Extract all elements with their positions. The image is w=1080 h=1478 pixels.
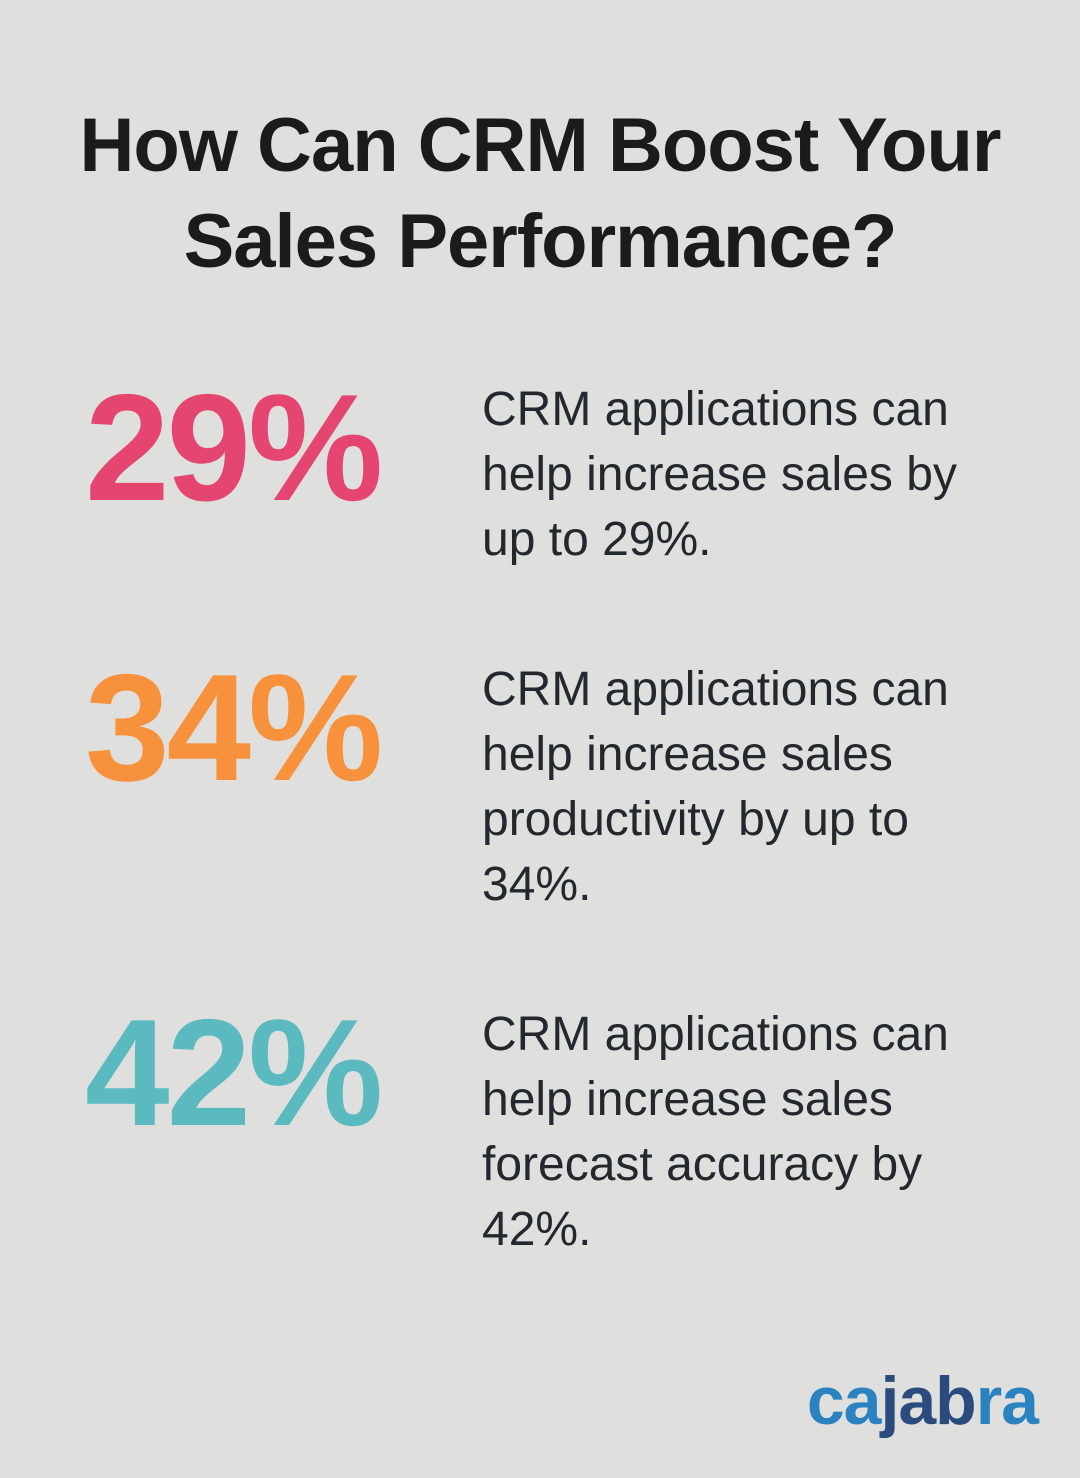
logo-segment-ra: ra bbox=[975, 1363, 1039, 1439]
logo-segment-ca: ca bbox=[806, 1363, 882, 1439]
title-line-2: Sales Performance? bbox=[183, 199, 898, 284]
stat-value-42: 42% bbox=[85, 988, 383, 1158]
stat-value-34: 34% bbox=[85, 643, 383, 813]
stat-description-42: CRM applications can help increase sales… bbox=[482, 1008, 949, 1256]
logo-segment-jab: jab bbox=[880, 1363, 976, 1439]
infographic-title: How Can CRM Boost Your Sales Performance… bbox=[0, 98, 1080, 290]
stat-description-29: CRM applications can help increase sales… bbox=[482, 383, 957, 566]
cajabra-logo: cajabra bbox=[807, 1367, 1039, 1435]
title-line-1: How Can CRM Boost Your bbox=[79, 103, 1002, 188]
stat-value-29: 29% bbox=[85, 363, 383, 533]
stat-description-34: CRM applications can help increase sales… bbox=[482, 663, 949, 911]
